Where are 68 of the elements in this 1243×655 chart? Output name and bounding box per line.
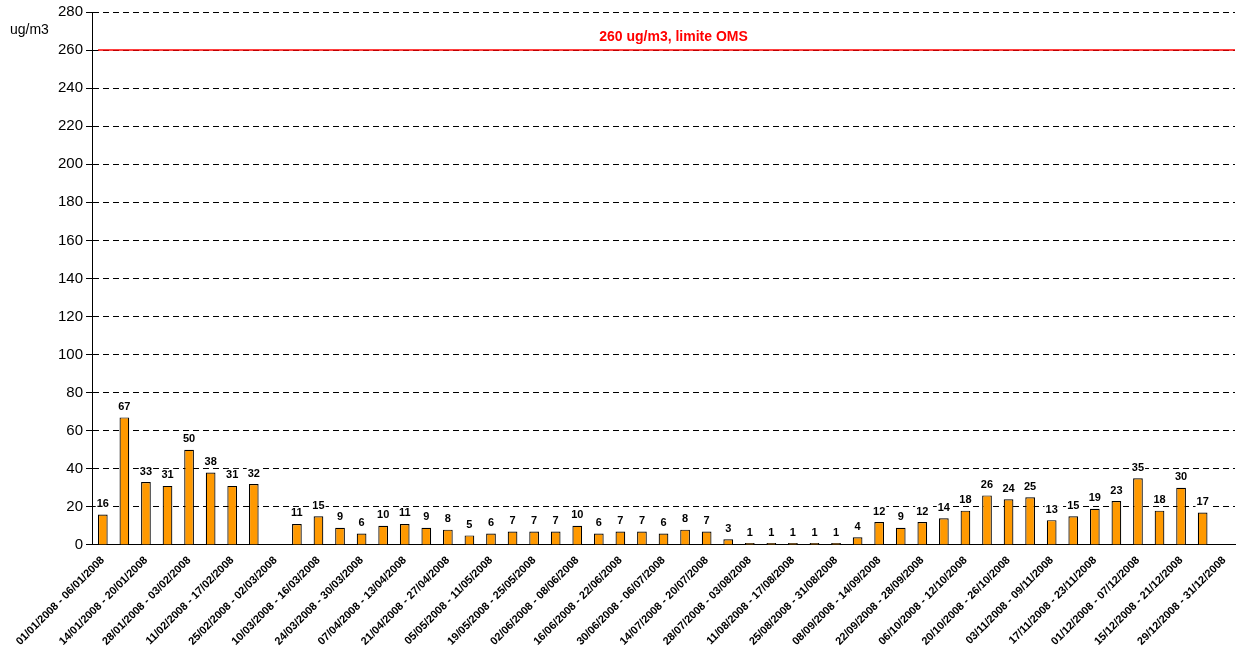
- data-label: 7: [703, 514, 710, 527]
- y-tick-label: 0: [74, 535, 84, 553]
- data-label: 9: [336, 510, 344, 523]
- y-tick-label: 260: [58, 40, 84, 58]
- data-label: 31: [161, 468, 174, 481]
- data-label: 67: [118, 399, 131, 412]
- data-label: 3: [725, 521, 732, 534]
- data-label: 32: [247, 466, 260, 479]
- data-label: 1: [768, 525, 775, 538]
- data-label: 12: [873, 504, 886, 517]
- y-tick-label: 240: [58, 78, 84, 96]
- data-label: 4: [854, 519, 862, 532]
- data-label: 30: [1174, 470, 1188, 483]
- data-label: 18: [1153, 493, 1166, 506]
- data-label: 31: [226, 468, 239, 481]
- data-label: 10: [377, 508, 390, 521]
- y-tick-label: 40: [66, 458, 84, 476]
- data-label: 7: [531, 514, 538, 527]
- data-label: 50: [182, 432, 196, 445]
- data-label: 8: [682, 512, 689, 525]
- data-label: 24: [1002, 481, 1016, 494]
- data-label: 15: [312, 498, 325, 511]
- y-tick-label: 60: [66, 420, 84, 438]
- y-tick-label: 140: [58, 268, 84, 286]
- y-tick-label: 220: [58, 116, 84, 134]
- data-label: 33: [139, 464, 153, 477]
- data-label: 35: [1131, 460, 1145, 473]
- data-label: 5: [466, 517, 473, 530]
- data-label: 7: [552, 514, 559, 527]
- data-label: 16: [96, 496, 109, 509]
- ref-line-label: 260 ug/m3, limite OMS: [599, 27, 748, 44]
- data-label: 17: [1196, 495, 1209, 508]
- data-label: 7: [617, 514, 624, 527]
- y-tick-label: 120: [58, 306, 84, 324]
- data-label: 7: [509, 514, 516, 527]
- data-label: 19: [1088, 491, 1101, 504]
- data-label: 6: [487, 516, 495, 529]
- data-label: 6: [660, 516, 667, 529]
- y-tick-label: 80: [66, 382, 84, 400]
- data-label: 1: [832, 525, 840, 538]
- data-label: 6: [595, 516, 602, 529]
- data-label: 14: [937, 500, 951, 513]
- data-label: 13: [1045, 502, 1058, 515]
- data-label: 12: [916, 504, 929, 517]
- data-label: 11: [398, 506, 411, 519]
- data-label: 6: [358, 516, 365, 529]
- data-label: 9: [423, 510, 430, 523]
- y-tick-label: 180: [58, 192, 84, 210]
- y-tick-label: 160: [58, 230, 84, 248]
- data-label: 25: [1024, 479, 1037, 492]
- y-tick-label: 280: [58, 2, 84, 20]
- data-label: 11: [291, 506, 303, 519]
- y-tick-label: 200: [58, 154, 84, 172]
- data-label: 23: [1110, 483, 1123, 496]
- data-label: 1: [746, 525, 753, 538]
- data-label: 18: [959, 493, 972, 506]
- data-label: 7: [638, 514, 646, 527]
- data-label: 1: [789, 525, 796, 538]
- data-label: 26: [980, 477, 994, 490]
- data-label: 9: [897, 510, 904, 523]
- data-label: 15: [1067, 498, 1080, 511]
- y-tick-label: 20: [66, 496, 84, 514]
- data-label: 1: [811, 525, 818, 538]
- data-label: 38: [204, 455, 217, 468]
- y-axis-title: ug/m3: [10, 20, 50, 37]
- data-label: 10: [571, 508, 584, 521]
- y-tick-label: 100: [58, 344, 84, 362]
- data-label: 8: [444, 512, 451, 525]
